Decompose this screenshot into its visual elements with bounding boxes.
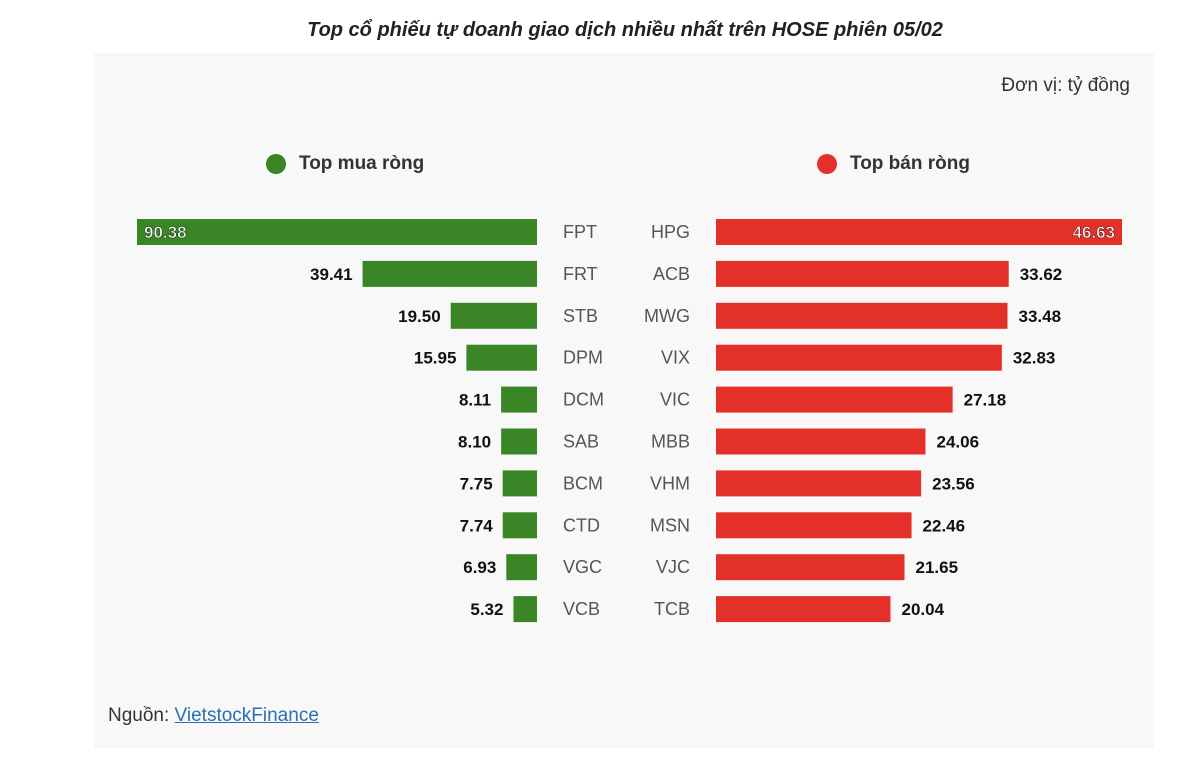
buy-value-label: 90.38 — [144, 223, 187, 242]
sell-category-label: VHM — [650, 473, 690, 493]
chart-title: Top cổ phiếu tự doanh giao dịch nhiều nh… — [307, 19, 943, 41]
buy-value-label: 7.74 — [460, 516, 494, 535]
unit-label: Đơn vị: tỷ đồng — [1001, 75, 1130, 96]
legend-buy-label: Top mua ròng — [299, 153, 425, 174]
sell-bar — [716, 260, 1009, 287]
sell-bar — [716, 428, 926, 455]
buy-value-label: 7.75 — [460, 474, 493, 493]
sell-category-label: MBB — [651, 432, 690, 452]
legend-sell: Top bán ròng — [817, 153, 970, 175]
sell-value-label: 27.18 — [964, 391, 1007, 410]
source-link[interactable]: VietstockFinance — [174, 705, 319, 726]
sell-value-label: 23.56 — [932, 474, 975, 493]
sell-value-label: 33.48 — [1019, 307, 1062, 326]
buy-bar — [137, 219, 537, 245]
legend-buy-marker — [266, 154, 286, 174]
sell-bar — [716, 554, 905, 581]
buy-category-label: SAB — [563, 432, 599, 452]
buy-value-label: 19.50 — [398, 307, 441, 326]
buy-bar — [501, 386, 537, 413]
legend-sell-label: Top bán ròng — [850, 153, 970, 174]
buy-value-label: 6.93 — [463, 558, 496, 577]
buy-bar — [362, 260, 537, 287]
buy-bar — [466, 344, 537, 371]
legend-buy: Top mua ròng — [266, 153, 424, 175]
buy-value-label: 8.11 — [459, 391, 491, 410]
sell-bar — [716, 470, 922, 497]
source-prefix: Nguồn: — [108, 705, 175, 726]
sell-category-label: VJC — [656, 557, 690, 577]
sell-category-label: ACB — [653, 264, 690, 284]
buy-bar — [502, 512, 537, 539]
buy-category-label: DPM — [563, 348, 603, 368]
buy-bar — [513, 596, 537, 623]
sell-value-label: 22.46 — [923, 516, 966, 535]
sell-category-label: TCB — [654, 599, 690, 619]
sell-value-label: 33.62 — [1020, 265, 1063, 284]
buy-value-label: 5.32 — [470, 600, 503, 619]
sell-bar — [716, 302, 1008, 329]
buy-value-label: 8.10 — [458, 433, 491, 452]
buy-category-label: STB — [563, 306, 598, 326]
buy-category-label: CTD — [563, 515, 600, 535]
sell-value-label: 21.65 — [916, 558, 959, 577]
sell-category-label: MWG — [644, 306, 690, 326]
source-note: Nguồn: VietstockFinance — [108, 705, 319, 727]
buy-category-label: FPT — [563, 222, 597, 242]
sell-value-label: 46.63 — [1072, 223, 1115, 242]
sell-value-label: 32.83 — [1013, 349, 1056, 368]
buy-category-label: DCM — [563, 390, 604, 410]
buy-bar — [506, 554, 537, 581]
sell-bar — [716, 596, 891, 623]
buy-bar — [450, 302, 537, 329]
sell-bar — [716, 386, 953, 413]
sell-category-label: VIC — [660, 390, 690, 410]
buy-category-label: VCB — [563, 599, 600, 619]
buy-value-label: 15.95 — [414, 349, 457, 368]
sell-bar — [716, 512, 912, 539]
buy-category-label: VGC — [563, 557, 602, 577]
sell-bar — [716, 219, 1122, 245]
buy-bar — [502, 470, 537, 497]
buy-bar — [501, 428, 537, 455]
buy-category-label: FRT — [563, 264, 598, 284]
buy-value-label: 39.41 — [310, 265, 353, 284]
sell-category-label: HPG — [651, 222, 690, 242]
sell-value-label: 20.04 — [901, 600, 944, 619]
legend-sell-marker — [817, 154, 837, 174]
sell-value-label: 24.06 — [936, 433, 979, 452]
sell-bar — [716, 344, 1002, 371]
sell-category-label: MSN — [650, 515, 690, 535]
buy-category-label: BCM — [563, 473, 603, 493]
sell-category-label: VIX — [661, 348, 690, 368]
